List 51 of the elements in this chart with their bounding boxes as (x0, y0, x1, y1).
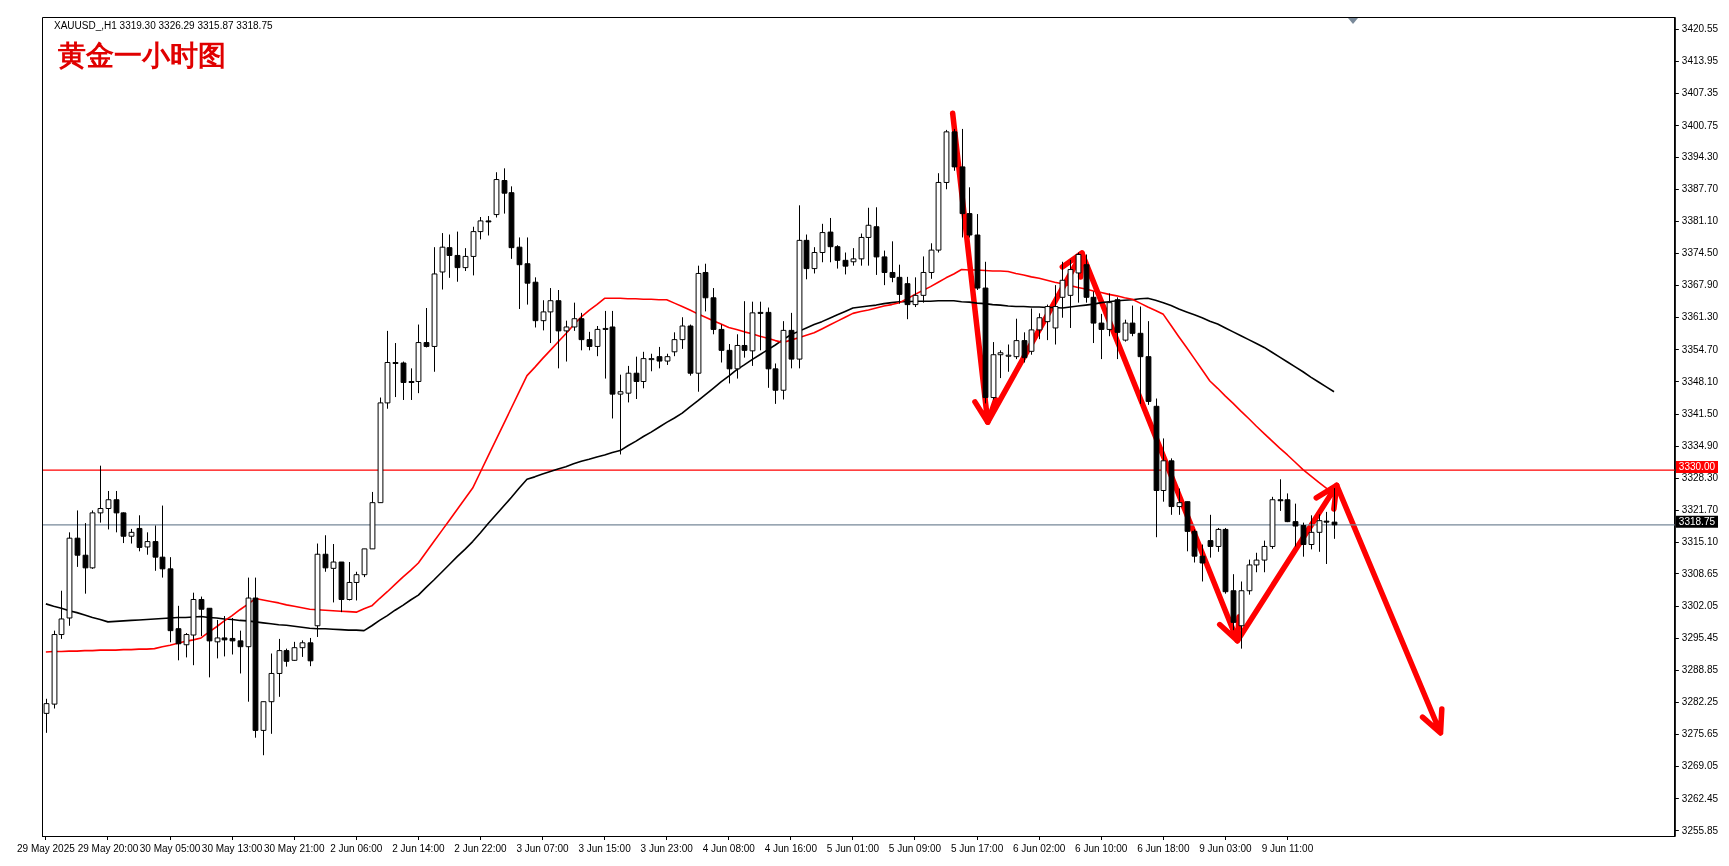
x-tick-label: 29 May 20:00 (77, 842, 139, 854)
x-tick-label: 6 Jun 18:00 (1137, 842, 1190, 854)
y-tick-label: 3269.05 (1681, 760, 1719, 772)
y-tick-label: 3374.50 (1681, 247, 1719, 259)
y-tick-label: 3308.65 (1681, 567, 1719, 579)
x-tick-label: 3 Jun 23:00 (640, 842, 694, 854)
x-tick-label: 4 Jun 16:00 (764, 842, 818, 854)
y-tick-label: 3275.65 (1681, 728, 1719, 740)
y-tick-label: 3348.10 (1681, 375, 1719, 387)
x-tick-label: 2 Jun 06:00 (330, 842, 383, 854)
x-tick-label: 30 May 21:00 (263, 842, 325, 854)
y-tick-label: 3255.85 (1681, 824, 1719, 836)
text: 黄金一小时图 (58, 39, 226, 73)
x-tick-label: 6 Jun 10:00 (1075, 842, 1128, 854)
x-tick-label: 3 Jun 15:00 (578, 842, 632, 854)
x-tick-label: 5 Jun 01:00 (826, 842, 880, 854)
y-tick-label: 3262.45 (1681, 792, 1719, 804)
y-tick-label: 3282.25 (1681, 696, 1719, 708)
y-tick-label: 3413.95 (1681, 55, 1719, 67)
x-tick-label: 29 May 2025 (16, 842, 76, 854)
x-tick-label: 6 Jun 02:00 (1013, 842, 1066, 854)
x-tick-label: 30 May 13:00 (201, 842, 263, 854)
x-tick-label: 3 Jun 07:00 (516, 842, 570, 854)
x-tick-label: 2 Jun 22:00 (454, 842, 508, 854)
x-tick-label: 5 Jun 17:00 (950, 842, 1004, 854)
y-tick-label: 3354.70 (1681, 343, 1719, 355)
y-tick-label: 3334.90 (1681, 439, 1719, 451)
y-tick-label: 3367.90 (1681, 279, 1719, 291)
y-tick-label: 3315.10 (1681, 536, 1719, 548)
x-tick-label: 9 Jun 03:00 (1199, 842, 1252, 854)
x-tick-label: 5 Jun 09:00 (888, 842, 942, 854)
y-tick-label: 3302.05 (1681, 599, 1719, 611)
y-tick-label: 3420.55 (1681, 23, 1719, 35)
x-tick-label: 4 Jun 08:00 (702, 842, 756, 854)
y-tick-label: 3328.30 (1681, 472, 1719, 484)
y-tick-label: 3381.10 (1681, 215, 1719, 227)
y-tick-label: 3321.70 (1681, 504, 1719, 516)
y-tick-label: 3288.85 (1681, 664, 1719, 676)
y-tick-label: 3394.30 (1681, 150, 1719, 162)
x-tick-label: 2 Jun 14:00 (392, 842, 445, 854)
y-tick-label: 3341.50 (1681, 407, 1719, 419)
y-tick-label: 3400.75 (1681, 119, 1719, 131)
chart-subtitle: XAUUSD_,H1 3319.30 3326.29 3315.87 3318.75 (54, 20, 273, 31)
y-tick-label: 3361.30 (1681, 311, 1719, 323)
x-tick-label: 30 May 05:00 (139, 842, 201, 854)
ref-line-label: 3318.75 (1678, 515, 1716, 527)
ref-line-label: 3330.00 (1678, 460, 1716, 472)
x-tick-label: 9 Jun 11:00 (1261, 842, 1314, 854)
y-tick-label: 3295.45 (1681, 631, 1719, 643)
y-tick-label: 3387.70 (1681, 183, 1719, 195)
y-tick-label: 3407.35 (1681, 87, 1719, 99)
